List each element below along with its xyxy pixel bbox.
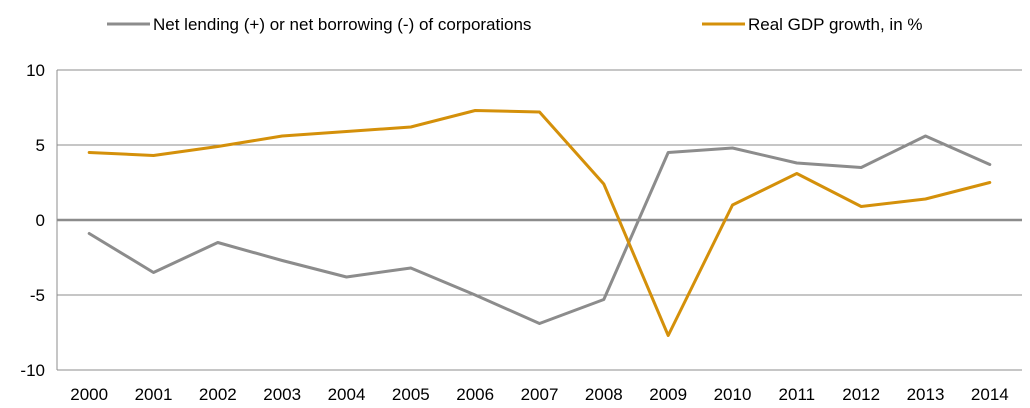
y-tick-label: 10 xyxy=(26,61,45,80)
x-tick-label: 2009 xyxy=(649,385,687,403)
series-layer xyxy=(87,109,992,337)
x-tick-label: 2013 xyxy=(907,385,945,403)
x-tick-label: 2014 xyxy=(971,385,1009,403)
legend-label-gdp-growth: Real GDP growth, in % xyxy=(748,15,922,34)
legend-item-net-lending: Net lending (+) or net borrowing (-) of … xyxy=(107,15,531,34)
y-tick-label: -10 xyxy=(20,361,45,380)
y-tick-label: 5 xyxy=(36,136,45,155)
x-tick-label: 2007 xyxy=(521,385,559,403)
x-tick-label: 2003 xyxy=(263,385,301,403)
x-axis: 2000 2001 2002 2003 2004 2005 2006 2007 2008 2009… xyxy=(70,385,1009,404)
x-tick-label: 2005 xyxy=(392,385,430,403)
y-axis: 10 5 0 -5 -10 xyxy=(20,61,58,380)
x-tick-label: 2010 xyxy=(714,385,752,403)
x-tick-label: 2002 xyxy=(199,385,237,403)
y-tick-label: -5 xyxy=(30,286,45,305)
series-line-gdp-growth xyxy=(87,109,992,337)
x-tick-label: 2008 xyxy=(585,385,623,403)
legend: Net lending (+) or net borrowing (-) of … xyxy=(107,15,922,34)
legend-item-gdp-growth: Real GDP growth, in % xyxy=(702,15,922,34)
legend-label-net-lending: Net lending (+) or net borrowing (-) of … xyxy=(153,15,531,34)
series-line-net-lending xyxy=(87,134,992,325)
x-tick-label: 2006 xyxy=(456,385,494,403)
x-tick-label: 2011 xyxy=(779,385,816,403)
x-tick-label: 2000 xyxy=(70,385,108,403)
y-tick-label: 0 xyxy=(36,211,45,230)
x-tick-label: 2004 xyxy=(328,385,366,403)
x-tick-label: 2001 xyxy=(135,385,173,403)
x-tick-label: 2012 xyxy=(842,385,880,403)
